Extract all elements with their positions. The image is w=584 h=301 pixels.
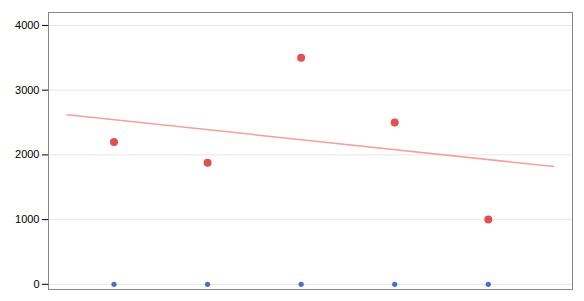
svg-text:2000: 2000 [15,148,39,160]
svg-text:1000: 1000 [15,213,39,225]
svg-text:3000: 3000 [15,84,39,96]
svg-text:0: 0 [33,278,39,290]
svg-text:4000: 4000 [15,19,39,31]
